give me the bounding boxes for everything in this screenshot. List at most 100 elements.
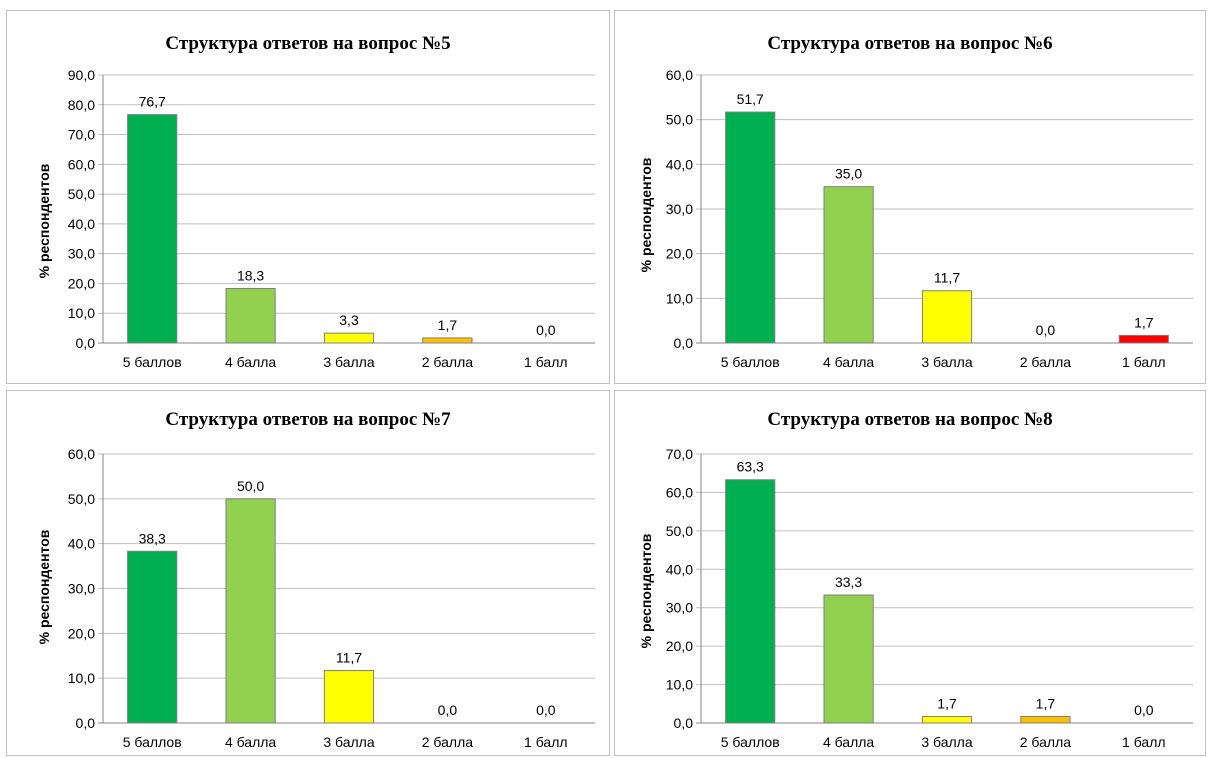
y-tick-label: 50,0 — [666, 112, 693, 128]
y-tick-label: 70,0 — [666, 446, 693, 462]
y-tick-label: 0,0 — [674, 715, 694, 731]
y-axis-label: % респондентов — [638, 157, 654, 272]
data-label: 76,7 — [139, 94, 166, 110]
bar — [725, 111, 776, 344]
y-tick-label: 80,0 — [68, 97, 95, 113]
y-tick-label: 30,0 — [666, 201, 693, 217]
x-tick-label: 1 балл — [524, 734, 568, 750]
data-label: 0,0 — [536, 322, 556, 338]
chart-title: Структура ответов на вопрос №7 — [165, 409, 451, 430]
x-tick-label: 3 балла — [323, 734, 374, 750]
chart-title: Структура ответов на вопрос №8 — [767, 409, 1052, 430]
bar — [225, 498, 276, 724]
y-tick-label: 10,0 — [666, 677, 693, 693]
data-label: 3,3 — [339, 312, 359, 328]
x-tick-label: 5 баллов — [123, 354, 182, 370]
y-tick-label: 10,0 — [666, 290, 693, 306]
y-tick-label: 90,0 — [68, 67, 95, 83]
data-label: 1,7 — [1134, 314, 1154, 330]
y-tick-label: 40,0 — [68, 216, 95, 232]
data-label: 1,7 — [438, 317, 458, 333]
y-tick-label: 20,0 — [68, 275, 95, 291]
y-tick-label: 30,0 — [68, 581, 95, 597]
y-tick-label: 10,0 — [68, 670, 95, 686]
y-tick-label: 30,0 — [68, 246, 95, 262]
x-tick-label: 4 балла — [823, 354, 874, 370]
y-tick-label: 20,0 — [68, 625, 95, 641]
data-label: 35,0 — [835, 166, 862, 182]
bar — [127, 114, 178, 344]
y-tick-label: 10,0 — [68, 305, 95, 321]
bar — [1118, 334, 1169, 344]
y-tick-label: 20,0 — [666, 638, 693, 654]
bar — [127, 550, 178, 724]
x-tick-label: 4 балла — [225, 734, 276, 750]
bar — [323, 332, 375, 344]
chart-panel-q6: Структура ответов на вопрос №6 % респонд… — [614, 10, 1206, 384]
x-tick-label: 2 балла — [1020, 734, 1071, 750]
y-tick-label: 0,0 — [76, 335, 96, 351]
bar — [725, 479, 776, 724]
data-label: 38,3 — [139, 530, 166, 546]
y-axis-label: % респондентов — [36, 529, 52, 644]
bar-chart-q5: Структура ответов на вопрос №5 % респонд… — [36, 33, 595, 370]
data-label: 1,7 — [1036, 695, 1056, 711]
data-label: 0,0 — [438, 702, 458, 718]
x-tick-label: 5 баллов — [123, 734, 182, 750]
y-tick-label: 0,0 — [76, 715, 96, 731]
bar — [823, 186, 874, 344]
chart-panel-q7: Структура ответов на вопрос №7 % респонд… — [6, 390, 610, 756]
x-tick-label: 5 баллов — [721, 354, 780, 370]
x-tick-label: 2 балла — [1020, 354, 1071, 370]
data-label: 11,7 — [934, 270, 960, 286]
data-label: 18,3 — [237, 268, 264, 284]
y-tick-label: 0,0 — [674, 335, 694, 351]
x-tick-label: 4 балла — [823, 734, 874, 750]
y-tick-label: 40,0 — [666, 561, 693, 577]
chart-title: Структура ответов на вопрос №6 — [767, 33, 1052, 54]
chart-panel-q5: Структура ответов на вопрос №5 % респонд… — [6, 10, 610, 384]
data-label: 11,7 — [336, 650, 362, 666]
x-tick-label: 3 балла — [921, 734, 972, 750]
x-tick-label: 2 балла — [422, 734, 473, 750]
y-tick-label: 50,0 — [68, 491, 95, 507]
bar — [323, 670, 375, 724]
bar-chart-q6: Структура ответов на вопрос №6 % респонд… — [638, 33, 1193, 370]
x-tick-label: 5 баллов — [721, 734, 780, 750]
y-axis-label: % респондентов — [638, 533, 654, 648]
data-label: 1,7 — [937, 695, 957, 711]
y-tick-label: 60,0 — [666, 484, 693, 500]
data-label: 63,3 — [737, 459, 764, 475]
bar — [225, 288, 276, 344]
bar — [921, 290, 973, 344]
x-tick-label: 4 балла — [225, 354, 276, 370]
bar — [1020, 715, 1071, 724]
bar — [422, 337, 473, 344]
chart-title: Структура ответов на вопрос №5 — [165, 33, 450, 54]
x-tick-label: 3 балла — [921, 354, 972, 370]
y-axis-label: % респондентов — [36, 163, 52, 278]
data-label: 51,7 — [737, 91, 764, 107]
bar-chart-q8: Структура ответов на вопрос №8 % респонд… — [638, 409, 1193, 750]
y-tick-label: 30,0 — [666, 600, 693, 616]
data-label: 50,0 — [237, 478, 264, 494]
bar — [921, 715, 973, 724]
chart-panel-q8: Структура ответов на вопрос №8 % респонд… — [614, 390, 1206, 756]
y-tick-label: 60,0 — [666, 67, 693, 83]
y-tick-label: 70,0 — [68, 127, 95, 143]
x-tick-label: 2 балла — [422, 354, 473, 370]
data-label: 0,0 — [1036, 322, 1056, 338]
y-tick-label: 40,0 — [666, 156, 693, 172]
data-label: 0,0 — [1134, 702, 1154, 718]
data-label: 33,3 — [835, 574, 862, 590]
y-tick-label: 60,0 — [68, 156, 95, 172]
y-tick-label: 40,0 — [68, 536, 95, 552]
y-tick-label: 50,0 — [666, 523, 693, 539]
data-label: 0,0 — [536, 702, 556, 718]
x-tick-label: 1 балл — [524, 354, 568, 370]
bar — [823, 594, 874, 724]
y-tick-label: 50,0 — [68, 186, 95, 202]
bar-chart-q7: Структура ответов на вопрос №7 % респонд… — [36, 409, 595, 750]
y-tick-label: 20,0 — [666, 246, 693, 262]
x-tick-label: 1 балл — [1122, 734, 1166, 750]
